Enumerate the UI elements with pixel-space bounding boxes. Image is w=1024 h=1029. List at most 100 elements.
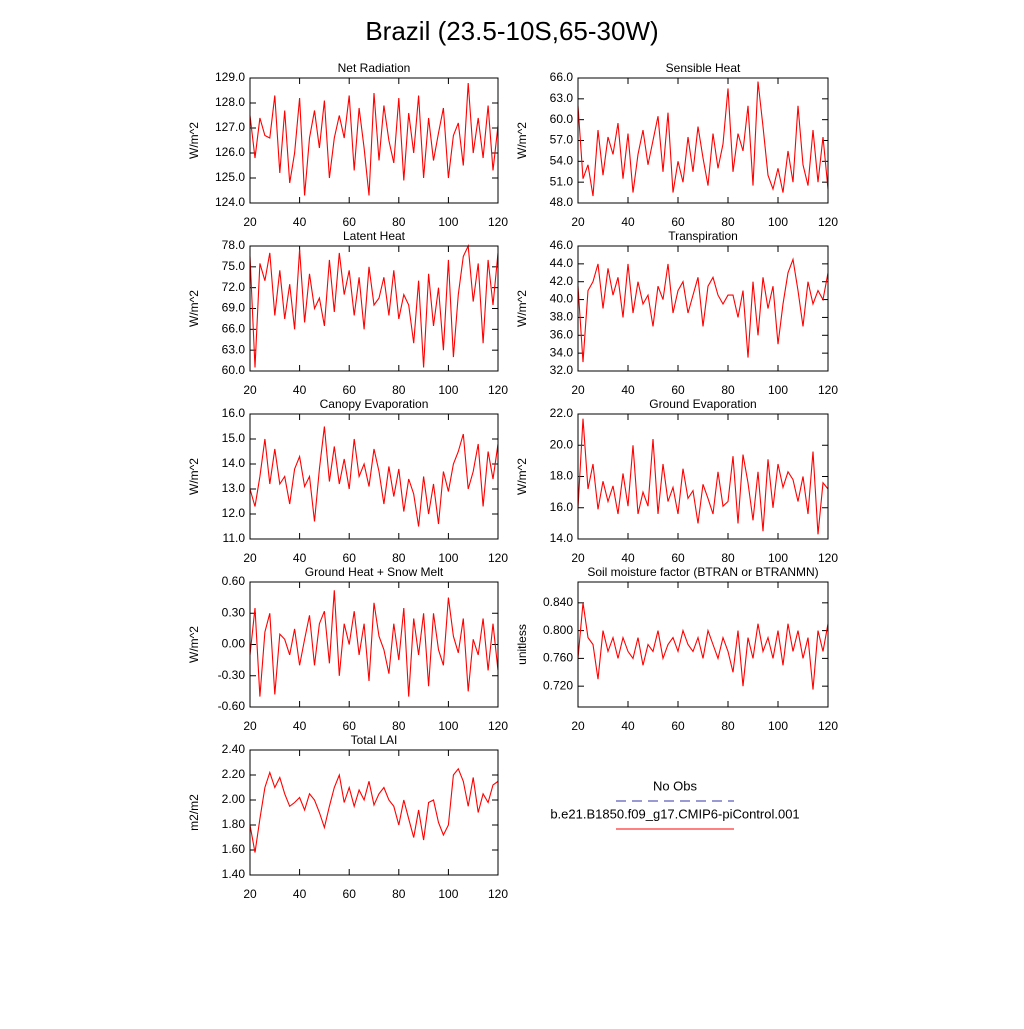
y-tick-label: 36.0 (550, 327, 574, 341)
panel: Latent Heat W/m^2 60.0 63.0 66.0 69.0 72.0 75.0… (187, 229, 508, 397)
y-tick-label: 16.0 (222, 406, 246, 420)
y-axis-label: W/m^2 (187, 458, 201, 495)
x-tick-label: 120 (818, 215, 838, 229)
data-line (577, 418, 829, 535)
plot-frame (249, 581, 499, 708)
y-axis-label: m2/m2 (187, 794, 201, 831)
y-tick-label: 1.60 (222, 842, 246, 856)
x-tick-label: 100 (438, 215, 458, 229)
x-tick-label: 120 (488, 383, 508, 397)
y-tick-label: 2.00 (222, 792, 246, 806)
panel-title: Total LAI (351, 733, 398, 747)
y-tick-label: 126.0 (215, 145, 245, 159)
panel: Net Radiation W/m^2 124.0 125.0 126.0 127.0 12… (187, 61, 508, 229)
x-tick-label: 20 (243, 383, 257, 397)
y-tick-label: 60.0 (222, 363, 246, 377)
panel: Ground Heat + Snow Melt W/m^2 -0.60 -0.30 0.… (187, 565, 508, 733)
x-tick-label: 60 (343, 215, 357, 229)
x-tick-label: 120 (818, 383, 838, 397)
y-tick-label: -0.30 (218, 668, 246, 682)
x-tick-label: 60 (343, 719, 357, 733)
y-tick-label: 12.0 (222, 506, 246, 520)
x-tick-label: 20 (571, 551, 585, 565)
y-tick-label: 125.0 (215, 170, 245, 184)
y-tick-label: 34.0 (550, 345, 574, 359)
x-tick-label: 100 (438, 887, 458, 901)
x-tick-label: 40 (293, 215, 307, 229)
x-tick-label: 100 (768, 551, 788, 565)
data-line (249, 243, 499, 368)
y-tick-label: 2.20 (222, 767, 246, 781)
y-axis-label: W/m^2 (515, 122, 529, 159)
data-line (577, 257, 829, 363)
panel-title: Ground Heat + Snow Melt (305, 565, 444, 579)
y-axis-label: W/m^2 (515, 458, 529, 495)
x-tick-label: 40 (621, 551, 635, 565)
y-tick-label: 0.840 (543, 595, 573, 609)
y-tick-label: 63.0 (550, 91, 574, 105)
x-tick-label: 80 (721, 383, 735, 397)
x-tick-label: 80 (721, 719, 735, 733)
x-tick-label: 40 (621, 215, 635, 229)
x-tick-label: 40 (293, 719, 307, 733)
panel: Canopy Evaporation W/m^2 11.0 12.0 13.0 14.0 1… (187, 397, 508, 565)
x-tick-label: 120 (818, 719, 838, 733)
x-tick-label: 100 (768, 215, 788, 229)
x-tick-label: 100 (438, 719, 458, 733)
panel: Ground Evaporation W/m^2 14.0 16.0 18.0 20.0 2… (515, 397, 838, 565)
x-tick-label: 40 (621, 719, 635, 733)
y-tick-label: 46.0 (550, 238, 574, 252)
x-tick-label: 120 (488, 887, 508, 901)
x-tick-label: 120 (818, 551, 838, 565)
x-tick-label: 80 (392, 551, 406, 565)
x-tick-label: 120 (488, 719, 508, 733)
x-tick-label: 20 (571, 383, 585, 397)
x-tick-label: 80 (721, 551, 735, 565)
y-tick-label: 51.0 (550, 174, 574, 188)
y-tick-label: 14.0 (550, 531, 574, 545)
y-tick-label: 42.0 (550, 274, 574, 288)
x-tick-label: 80 (392, 215, 406, 229)
x-tick-label: 60 (343, 551, 357, 565)
x-tick-label: 40 (293, 383, 307, 397)
x-tick-label: 20 (243, 551, 257, 565)
x-tick-label: 60 (671, 383, 685, 397)
y-tick-label: 18.0 (550, 469, 574, 483)
data-line (249, 426, 499, 527)
x-tick-label: 100 (438, 383, 458, 397)
x-tick-label: 60 (343, 383, 357, 397)
y-tick-label: 13.0 (222, 481, 246, 495)
x-tick-label: 20 (571, 215, 585, 229)
y-tick-label: 0.800 (543, 623, 573, 637)
x-tick-label: 40 (293, 887, 307, 901)
plot-frame (577, 245, 829, 372)
data-line (249, 82, 499, 196)
x-tick-label: 60 (671, 215, 685, 229)
x-tick-label: 80 (392, 719, 406, 733)
y-axis-label: W/m^2 (515, 290, 529, 327)
x-tick-label: 20 (243, 719, 257, 733)
y-tick-label: 124.0 (215, 195, 245, 209)
x-tick-label: 80 (721, 215, 735, 229)
x-tick-label: 40 (293, 551, 307, 565)
legend: No Obs b.e21.B1850.f09_g17.CMIP6-piContro… (550, 778, 800, 830)
plot-frame (577, 581, 829, 708)
y-tick-label: 69.0 (222, 301, 246, 315)
y-tick-label: 54.0 (550, 154, 574, 168)
data-line (249, 767, 499, 853)
panel-title: Canopy Evaporation (320, 397, 429, 411)
x-tick-label: 60 (671, 551, 685, 565)
y-tick-label: -0.60 (218, 699, 246, 713)
y-tick-label: 57.0 (550, 133, 574, 147)
legend-label: No Obs (653, 778, 698, 793)
y-tick-label: 2.40 (222, 742, 246, 756)
x-tick-label: 60 (343, 887, 357, 901)
x-tick-label: 120 (488, 215, 508, 229)
y-axis-label: W/m^2 (187, 122, 201, 159)
data-line (249, 590, 499, 697)
y-tick-label: 40.0 (550, 292, 574, 306)
y-tick-label: 15.0 (222, 431, 246, 445)
x-tick-label: 100 (768, 383, 788, 397)
y-tick-label: 128.0 (215, 95, 245, 109)
